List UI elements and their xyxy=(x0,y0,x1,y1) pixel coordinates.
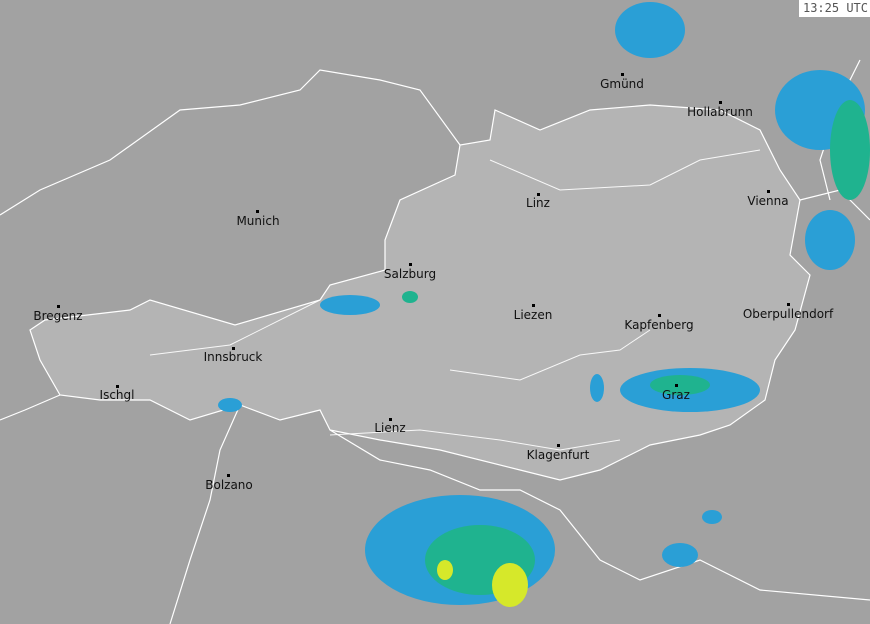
city-dot xyxy=(389,418,392,421)
internal-lines xyxy=(149,149,761,451)
city-label-oberpullendorf: Oberpullendorf xyxy=(742,307,834,321)
city-dot xyxy=(767,190,770,193)
city-label-linz: Linz xyxy=(526,196,550,210)
city-dot xyxy=(532,304,535,307)
city-dot xyxy=(621,73,624,76)
city-dot xyxy=(658,314,661,317)
city-label-gmund: Gmünd xyxy=(600,77,644,91)
city-dot xyxy=(719,101,722,104)
city-dot xyxy=(409,263,412,266)
city-label-innsbruck: Innsbruck xyxy=(203,350,263,364)
radar-echoes xyxy=(218,2,870,607)
city-label-graz: Graz xyxy=(662,388,690,402)
city-dot xyxy=(232,347,235,350)
city-label-bregenz: Bregenz xyxy=(33,309,83,323)
city-label-hollabrunn: Hollabrunn xyxy=(687,105,753,119)
city-label-salzburg: Salzburg xyxy=(383,267,437,281)
city-dot xyxy=(57,305,60,308)
city-label-vienna: Vienna xyxy=(747,194,789,208)
city-dot xyxy=(116,385,119,388)
city-label-liezen: Liezen xyxy=(513,308,553,322)
city-label-kapfenberg: Kapfenberg xyxy=(624,318,694,332)
austria-region xyxy=(29,104,811,481)
city-dot xyxy=(227,474,230,477)
city-dot xyxy=(256,210,259,213)
city-dot xyxy=(537,193,540,196)
city-label-ischgl: Ischgl xyxy=(99,388,135,402)
city-label-munich: Munich xyxy=(236,214,280,228)
city-label-bolzano: Bolzano xyxy=(205,478,253,492)
city-dot xyxy=(675,384,678,387)
city-dot xyxy=(787,303,790,306)
timestamp-label: 13:25 UTC xyxy=(798,0,870,17)
city-label-lienz: Lienz xyxy=(374,421,406,435)
city-label-klagenfurt: Klagenfurt xyxy=(526,448,590,462)
city-dot xyxy=(557,444,560,447)
